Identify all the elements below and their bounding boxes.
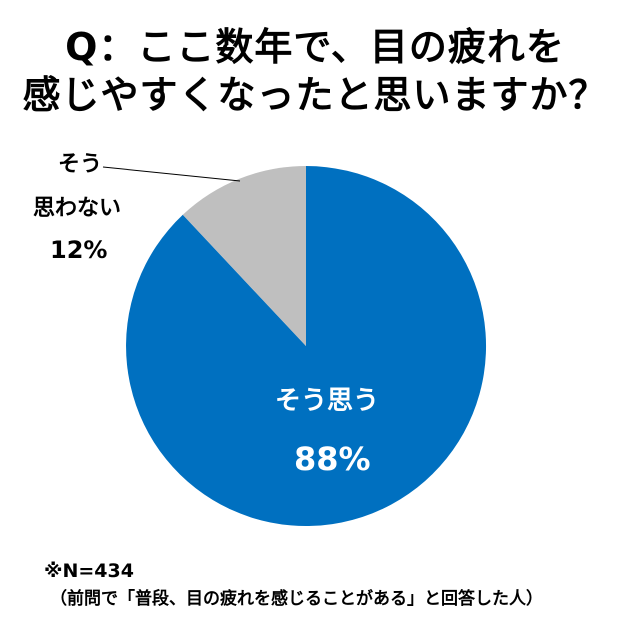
chart-title-line-1: Q：ここ数年で、目の疲れを xyxy=(65,25,565,69)
chart-title-line-2: 感じやすくなったと思いますか？ xyxy=(22,73,608,117)
pie-slice-no xyxy=(182,166,306,346)
leader-line xyxy=(102,166,241,182)
label-no-percent: 12% xyxy=(50,236,108,264)
label-yes-percent: 88% xyxy=(294,440,371,478)
label-no-line-2: 思わない xyxy=(33,196,122,221)
label-no-line-1: そう xyxy=(58,152,103,177)
footnote-sample-size: ※N=434 xyxy=(44,560,134,582)
pie-slice-yes xyxy=(126,166,487,526)
footnote-condition: （前問で「普段、目の疲れを感じることがある」と回答した人） xyxy=(50,589,543,609)
label-yes: そう思う xyxy=(275,386,380,416)
